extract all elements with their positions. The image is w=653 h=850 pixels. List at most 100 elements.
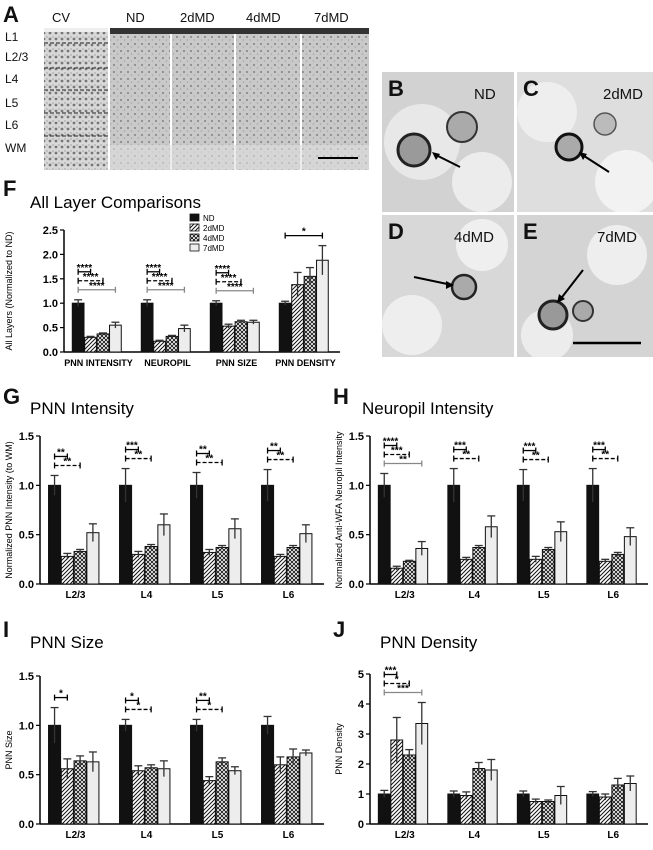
significance-label: ** bbox=[134, 450, 142, 461]
panel-letter-j: J bbox=[333, 617, 346, 642]
category-label: L2/3 bbox=[395, 830, 415, 841]
bar-4dmd-2 bbox=[234, 321, 248, 353]
chart-pnn-density: PNN Density PNN Density 0 1 2 3 4 5 ******* L2/3 L… bbox=[334, 633, 648, 841]
micrograph-b-label: ND bbox=[474, 86, 496, 103]
layer-label-l5: L5 bbox=[5, 96, 19, 110]
bar-4dmd-0 bbox=[96, 333, 110, 353]
panel-letter-e: E bbox=[523, 219, 538, 244]
legend-label: 7dMD bbox=[203, 244, 225, 253]
micrograph-b: B ND bbox=[382, 72, 514, 212]
significance-label: *** bbox=[397, 684, 409, 695]
panel-letter-b: B bbox=[388, 76, 404, 101]
category-label: L4 bbox=[468, 830, 480, 841]
bar-4dmd-0 bbox=[402, 560, 416, 585]
y-tick-label: 0.5 bbox=[43, 323, 58, 335]
bar-2dmd-2 bbox=[202, 551, 216, 585]
micrograph-c-svg bbox=[517, 82, 653, 212]
bar-7dmd-2 bbox=[228, 770, 242, 825]
micrograph-e: E 7dMD bbox=[517, 215, 653, 357]
bar-nd-2 bbox=[209, 302, 223, 353]
bar-2dmd-3 bbox=[598, 796, 612, 825]
significance-label: ** bbox=[205, 454, 213, 465]
panel-letter-d: D bbox=[388, 219, 404, 244]
micrograph-e-label: 7dMD bbox=[597, 229, 638, 246]
bar-4dmd-0 bbox=[73, 550, 87, 585]
bar-4dmd-2 bbox=[215, 546, 229, 585]
chart-title: PNN Density bbox=[380, 633, 478, 652]
significance-label: **** bbox=[221, 273, 237, 284]
significance-label: **** bbox=[383, 436, 399, 447]
y-tick-label: 1 bbox=[358, 789, 364, 801]
y-tick-label: 3 bbox=[358, 729, 364, 741]
category-label: PNN INTENSITY bbox=[64, 358, 133, 368]
bar-nd-3 bbox=[261, 724, 275, 825]
chart-neuropil-intensity: Neuropil Intensity Normalized Anti-WFA Ne… bbox=[334, 399, 648, 601]
bar-4dmd-2 bbox=[541, 548, 555, 585]
y-tick-label: 0.0 bbox=[19, 579, 34, 591]
significance-label: * bbox=[395, 675, 399, 686]
bar-2dmd-0 bbox=[60, 555, 74, 585]
bar-nd-2 bbox=[190, 724, 204, 825]
bar-2dmd-1 bbox=[131, 553, 145, 585]
category-label: L5 bbox=[212, 590, 224, 601]
significance-label: ** bbox=[399, 454, 407, 465]
chart-all-layer-comparisons: All Layer Comparisons All Layers (Normali… bbox=[4, 193, 340, 368]
micrograph-d-label: 4dMD bbox=[454, 229, 495, 246]
y-tick-label: 5 bbox=[358, 669, 364, 681]
y-tick-label: 1.5 bbox=[43, 274, 58, 286]
bar-nd-1 bbox=[140, 302, 154, 353]
y-tick-label: 0 bbox=[358, 819, 364, 831]
chart-pnn-intensity: PNN Intensity Normalized PNN Intensity (t… bbox=[4, 399, 324, 601]
layer-label-l4: L4 bbox=[5, 72, 19, 86]
chart-title: PNN Intensity bbox=[30, 399, 134, 418]
significance-label: ** bbox=[199, 445, 207, 456]
y-tick-label: 0.0 bbox=[43, 347, 58, 359]
significance-label: *** bbox=[391, 445, 403, 456]
significance-label: *** bbox=[385, 666, 397, 677]
significance-label: **** bbox=[152, 272, 168, 283]
y-tick-label: 1.0 bbox=[19, 720, 34, 732]
bar-nd-3 bbox=[586, 793, 600, 825]
significance-label: * bbox=[302, 227, 306, 238]
category-label: L4 bbox=[468, 590, 480, 601]
significance-label: ** bbox=[276, 451, 284, 462]
significance-label: * bbox=[130, 691, 134, 702]
significance-label: **** bbox=[227, 282, 243, 293]
category-label: NEUROPIL bbox=[144, 358, 191, 368]
significance-label: * bbox=[136, 700, 140, 711]
bar-2dmd-1 bbox=[131, 770, 145, 825]
layer-label-l23: L2/3 bbox=[5, 50, 29, 64]
bar-4dmd-1 bbox=[472, 768, 486, 825]
column-label-cv: CV bbox=[52, 10, 71, 25]
bar-2dmd-2 bbox=[529, 801, 543, 825]
significance-label: **** bbox=[215, 264, 231, 275]
bar-2dmd-1 bbox=[459, 795, 473, 825]
y-tick-label: 1.5 bbox=[19, 431, 34, 443]
significance-label: *** bbox=[126, 441, 138, 452]
chart-title: All Layer Comparisons bbox=[30, 193, 201, 212]
category-label: L5 bbox=[538, 830, 550, 841]
bar-4dmd-1 bbox=[472, 546, 486, 585]
legend-swatch-nd bbox=[189, 213, 200, 222]
y-tick-label: 1.0 bbox=[19, 480, 34, 492]
y-tick-label: 2.5 bbox=[43, 225, 58, 237]
category-label: L6 bbox=[283, 830, 295, 841]
column-label-4dmd: 4dMD bbox=[246, 10, 281, 25]
bar-nd-1 bbox=[447, 793, 461, 825]
significance-label: * bbox=[207, 700, 211, 711]
bar-nd-3 bbox=[278, 302, 292, 353]
micrograph-d-svg bbox=[382, 219, 508, 355]
y-tick-label: 0.0 bbox=[19, 819, 34, 831]
column-label-7dmd: 7dMD bbox=[314, 10, 349, 25]
bar-7dmd-2 bbox=[247, 321, 260, 353]
y-tick-label: 0.5 bbox=[19, 770, 34, 782]
significance-label: ** bbox=[57, 447, 65, 458]
bar-nd-2 bbox=[190, 484, 204, 585]
category-label: L5 bbox=[538, 590, 550, 601]
bar-7dmd-3 bbox=[299, 752, 313, 825]
significance-label: **** bbox=[158, 281, 174, 292]
panel-a-sections: CV ND 2dMD 4dMD 7dMD L1 L2/3 L4 L5 L6 WM bbox=[0, 0, 372, 175]
panel-letter-h: H bbox=[333, 384, 349, 409]
layer-label-wm: WM bbox=[5, 141, 27, 155]
bar-nd-1 bbox=[119, 724, 133, 825]
